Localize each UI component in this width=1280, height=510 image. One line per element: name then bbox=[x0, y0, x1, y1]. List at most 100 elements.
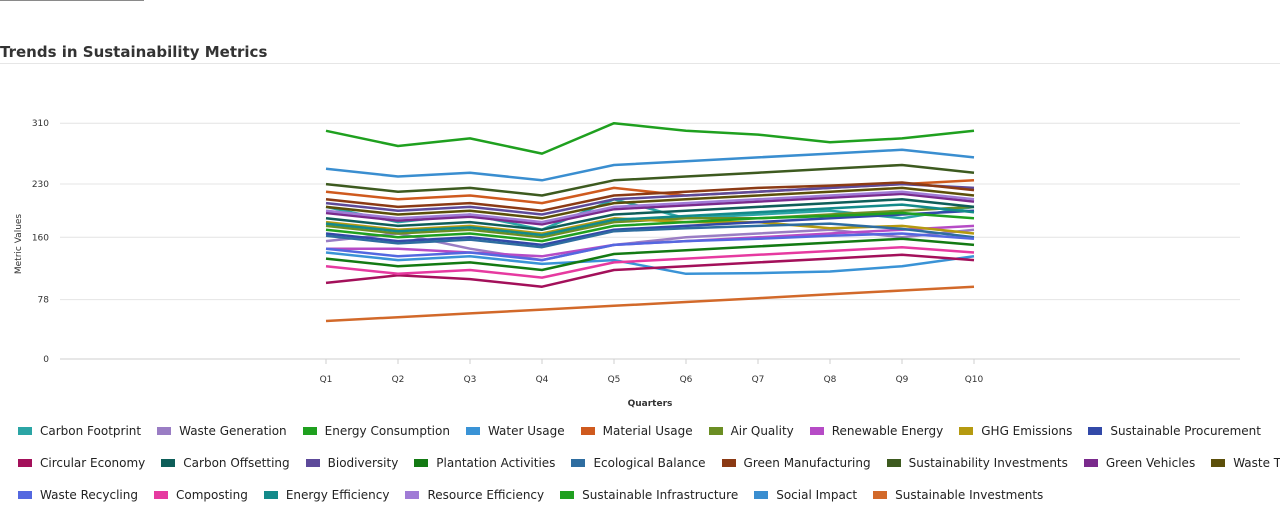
legend-swatch bbox=[153, 491, 168, 499]
series-line-plantation-activities[interactable] bbox=[325, 237, 975, 272]
legend-item[interactable]: Energy Efficiency bbox=[263, 486, 390, 504]
series-line-social-impact[interactable] bbox=[325, 148, 975, 182]
legend-swatch bbox=[18, 491, 32, 499]
legend-item[interactable]: Sustainable Investments bbox=[873, 486, 1043, 504]
x-tick-label: Q10 bbox=[965, 375, 984, 385]
legend-swatch bbox=[873, 491, 888, 499]
legend-item[interactable]: Plantation Activities bbox=[414, 454, 555, 472]
legend-item[interactable]: Sustainability Investments bbox=[886, 454, 1068, 472]
legend-swatch bbox=[886, 459, 901, 467]
legend-item[interactable]: Biodiversity bbox=[305, 454, 399, 472]
legend-label: Circular Economy bbox=[40, 456, 146, 470]
legend-swatch bbox=[161, 459, 176, 467]
x-tick-label: Q4 bbox=[536, 375, 549, 385]
legend-label: Sustainable Investments bbox=[895, 488, 1044, 502]
series-line-energy-consumption[interactable] bbox=[325, 121, 975, 155]
x-axis-label: Quarters bbox=[628, 399, 673, 409]
series-line-composting[interactable] bbox=[325, 245, 975, 279]
x-tick-label: Q2 bbox=[392, 375, 405, 385]
x-tick-label: Q9 bbox=[896, 375, 909, 385]
legend-item[interactable]: Air Quality bbox=[708, 422, 794, 440]
series-line-waste-treatment[interactable] bbox=[325, 186, 975, 220]
legend-item[interactable]: Social Impact bbox=[754, 486, 857, 504]
series-line-resource-efficiency[interactable] bbox=[325, 190, 975, 224]
legend-swatch bbox=[721, 459, 736, 467]
legend-swatch bbox=[1083, 459, 1098, 467]
y-axis-label: Metric Values bbox=[14, 214, 24, 275]
legend-item[interactable]: Waste Treatment bbox=[1211, 454, 1280, 472]
top-rule bbox=[0, 0, 144, 1]
y-tick-label: 230 bbox=[32, 180, 49, 190]
series-line-green-vehicles[interactable] bbox=[325, 192, 975, 226]
legend-item[interactable]: Waste Generation bbox=[157, 422, 287, 440]
legend-item[interactable]: Waste Recycling bbox=[18, 486, 138, 504]
x-tick-label: Q3 bbox=[464, 375, 477, 385]
y-tick-label: 160 bbox=[32, 233, 49, 243]
legend-item[interactable]: Resource Efficiency bbox=[405, 486, 544, 504]
legend-swatch bbox=[405, 491, 420, 499]
x-tick-label: Q5 bbox=[608, 375, 621, 385]
legend-label: Green Manufacturing bbox=[743, 456, 871, 470]
legend-item[interactable]: Sustainable Infrastructure bbox=[560, 486, 738, 504]
x-tick-label: Q6 bbox=[680, 375, 693, 385]
series-line-biodiversity[interactable] bbox=[325, 182, 975, 216]
chart-title: Trends in Sustainability Metrics bbox=[0, 43, 268, 61]
series-line-circular-economy[interactable] bbox=[325, 253, 975, 288]
legend-item[interactable]: Composting bbox=[153, 486, 248, 504]
legend-label: Sustainable Procurement bbox=[1110, 424, 1261, 438]
series-line-sustainable-investments[interactable] bbox=[325, 285, 975, 323]
legend-swatch bbox=[560, 491, 575, 499]
x-tick-label: Q7 bbox=[752, 375, 765, 385]
legend-label: Carbon Footprint bbox=[40, 424, 142, 438]
legend-label: Air Quality bbox=[730, 424, 794, 438]
legend-label: Energy Efficiency bbox=[285, 488, 390, 502]
y-tick-labels: 0 78 160 230 310 bbox=[32, 119, 49, 365]
legend-item[interactable]: GHG Emissions bbox=[959, 422, 1072, 440]
y-tick-label: 310 bbox=[32, 119, 49, 129]
legend-swatch bbox=[959, 427, 974, 435]
legend-label: Plantation Activities bbox=[436, 456, 556, 470]
grid-lines bbox=[60, 122, 1240, 360]
legend-swatch bbox=[1211, 459, 1226, 467]
x-tick-labels: Q1 Q2 Q3 Q4 Q5 Q6 Q7 Q8 Q9 Q10 bbox=[320, 359, 984, 385]
legend-item[interactable]: Sustainable Procurement bbox=[1088, 422, 1261, 440]
legend-label: Carbon Offsetting bbox=[183, 456, 290, 470]
series-line-waste-recycling[interactable] bbox=[325, 232, 975, 262]
legend-item[interactable]: Circular Economy bbox=[18, 454, 145, 472]
series-line-sustainability-investments[interactable] bbox=[325, 163, 975, 197]
legend-swatch bbox=[580, 427, 595, 435]
series-line-carbon-offsetting[interactable] bbox=[325, 198, 975, 231]
legend-label: Waste Treatment bbox=[1233, 456, 1280, 470]
legend-label: Waste Recycling bbox=[40, 488, 138, 502]
legend-label: Water Usage bbox=[487, 424, 565, 438]
legend-item[interactable]: Material Usage bbox=[580, 422, 693, 440]
series-lines bbox=[325, 121, 975, 323]
legend-label: Composting bbox=[175, 488, 248, 502]
legend-label: Biodiversity bbox=[327, 456, 399, 470]
legend-swatch bbox=[571, 459, 586, 467]
legend-item[interactable]: Carbon Footprint bbox=[18, 422, 141, 440]
legend-item[interactable]: Water Usage bbox=[465, 422, 565, 440]
legend-label: Resource Efficiency bbox=[427, 488, 545, 502]
series-line-ecological-balance[interactable] bbox=[325, 222, 975, 249]
legend-item[interactable]: Energy Consumption bbox=[302, 422, 450, 440]
legend-swatch bbox=[754, 491, 769, 499]
series-line-sustainable-infrastructure[interactable] bbox=[325, 211, 975, 243]
series-line-green-manufacturing[interactable] bbox=[325, 181, 975, 212]
legend-swatch bbox=[157, 427, 172, 435]
legend-label: GHG Emissions bbox=[981, 424, 1073, 438]
legend-item[interactable]: Ecological Balance bbox=[571, 454, 706, 472]
legend-item[interactable]: Renewable Energy bbox=[809, 422, 943, 440]
legend-label: Green Vehicles bbox=[1105, 456, 1196, 470]
legend-item[interactable]: Carbon Offsetting bbox=[161, 454, 290, 472]
legend-item[interactable]: Green Vehicles bbox=[1083, 454, 1196, 472]
legend-swatch bbox=[305, 459, 320, 467]
legend-swatch bbox=[708, 427, 723, 435]
line-chart: 0 78 160 230 310 Q1 Q2 Q3 Q4 Q5 Q6 Q7 Q8 Q9 Q10 Quart… bbox=[14, 119, 1240, 409]
y-tick-label: 0 bbox=[43, 355, 49, 365]
legend-item[interactable]: Green Manufacturing bbox=[721, 454, 871, 472]
legend-swatch bbox=[263, 491, 278, 499]
series-line-sustainable-procurement[interactable] bbox=[325, 209, 975, 247]
series-line-energy-efficiency[interactable] bbox=[325, 203, 975, 237]
legend-swatch bbox=[414, 459, 429, 467]
